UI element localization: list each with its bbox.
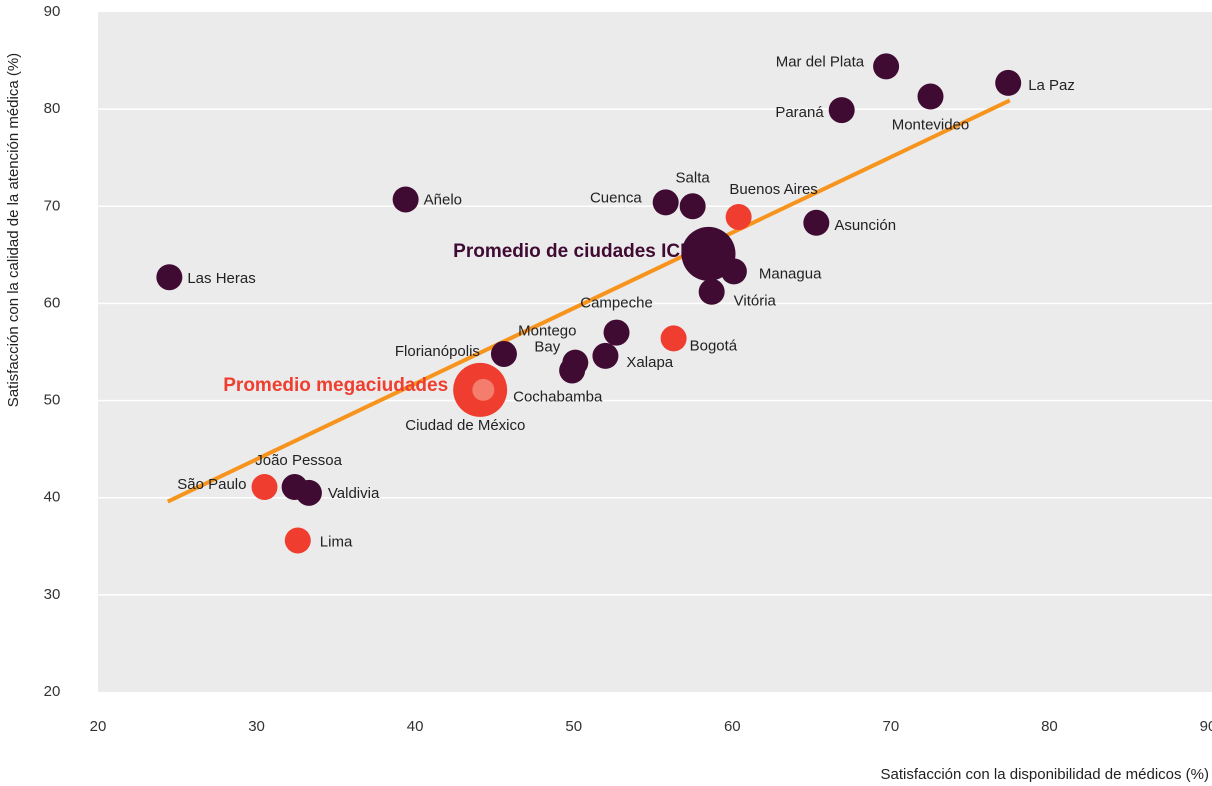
point-label: Cuenca bbox=[590, 189, 642, 206]
point-label: João Pessoa bbox=[255, 452, 342, 469]
point-label-line: Bay bbox=[534, 339, 560, 356]
point bbox=[698, 278, 725, 305]
y-tick-label: 70 bbox=[44, 197, 61, 214]
point-label: Florianópolis bbox=[395, 343, 480, 360]
point-label: São Paulo bbox=[177, 476, 246, 493]
x-tick-label: 40 bbox=[407, 718, 424, 735]
point bbox=[295, 479, 322, 506]
point bbox=[490, 340, 517, 367]
point bbox=[284, 527, 311, 554]
point-label: Mar del Plata bbox=[776, 53, 865, 70]
point-label: Cochabamba bbox=[513, 388, 603, 405]
point-label: Managua bbox=[759, 265, 822, 282]
point-label: Ciudad de México bbox=[405, 417, 525, 434]
y-tick-label: 50 bbox=[44, 392, 61, 409]
point bbox=[592, 342, 619, 369]
point bbox=[392, 186, 419, 213]
point-label: Montevideo bbox=[892, 116, 970, 133]
point-label: Salta bbox=[676, 169, 711, 186]
y-tick-label: 60 bbox=[44, 294, 61, 311]
point-label: Lima bbox=[320, 533, 353, 550]
point bbox=[472, 378, 495, 401]
point-label: Xalapa bbox=[626, 354, 673, 371]
point bbox=[603, 319, 630, 346]
point bbox=[995, 69, 1022, 96]
point bbox=[725, 203, 752, 230]
point-label-line: Montego bbox=[518, 323, 576, 340]
average-label: Promedio de ciudades ICES bbox=[453, 241, 705, 262]
point-label: Paraná bbox=[775, 104, 824, 121]
y-tick-label: 40 bbox=[44, 489, 61, 506]
point-label: Valdivia bbox=[328, 485, 380, 502]
point bbox=[917, 83, 944, 110]
x-tick-label: 60 bbox=[724, 718, 741, 735]
point-label: Las Heras bbox=[187, 270, 255, 287]
point-label: Bogotá bbox=[690, 337, 738, 354]
point bbox=[559, 357, 586, 384]
x-tick-label: 80 bbox=[1041, 718, 1058, 735]
point bbox=[873, 53, 900, 80]
trend-line bbox=[166, 98, 1011, 504]
point bbox=[652, 189, 679, 216]
point bbox=[803, 209, 830, 236]
point bbox=[251, 474, 278, 501]
point-label: Campeche bbox=[580, 295, 653, 312]
point-label: Vitória bbox=[734, 293, 777, 310]
y-tick-label: 30 bbox=[44, 586, 61, 603]
plot-background bbox=[98, 12, 1212, 692]
x-tick-label: 20 bbox=[90, 718, 107, 735]
x-tick-label: 50 bbox=[565, 718, 582, 735]
point bbox=[679, 193, 706, 220]
average-label: Promedio megaciudades bbox=[223, 375, 448, 396]
point-label: Asunción bbox=[834, 217, 896, 234]
point-label: Montego Bay bbox=[518, 323, 576, 356]
y-axis-title: Satisfacción con la calidad de la atenci… bbox=[5, 53, 22, 407]
y-tick-label: 80 bbox=[44, 100, 61, 117]
point-label: La Paz bbox=[1028, 77, 1075, 94]
x-tick-label: 90 bbox=[1200, 718, 1212, 735]
point bbox=[156, 264, 183, 291]
point bbox=[681, 226, 736, 281]
y-tick-label: 20 bbox=[44, 683, 61, 700]
point bbox=[660, 325, 687, 352]
point bbox=[828, 97, 855, 124]
point-label: Añelo bbox=[424, 191, 462, 208]
x-tick-label: 30 bbox=[248, 718, 265, 735]
point-label: Buenos Aires bbox=[729, 181, 817, 198]
y-tick-label: 90 bbox=[44, 3, 61, 20]
x-axis-title: Satisfacción con la disponibilidad de mé… bbox=[880, 766, 1209, 783]
x-tick-label: 70 bbox=[883, 718, 900, 735]
